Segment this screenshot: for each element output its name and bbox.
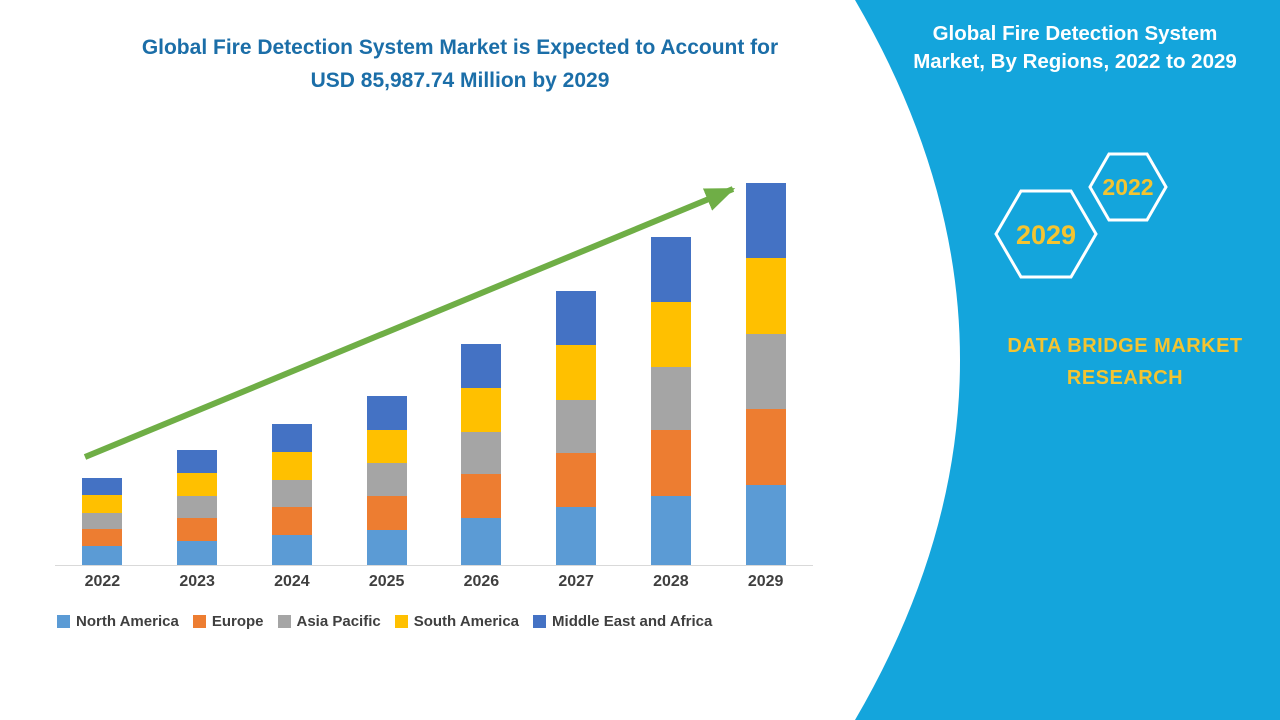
legend-label: South America (413, 613, 520, 630)
x-axis-label: 2026 (463, 573, 500, 590)
bar-segment (366, 495, 407, 530)
stacked-bar-2025 (366, 396, 407, 565)
bar-segment (745, 408, 786, 485)
bar-segment (650, 237, 691, 302)
bar-segment (556, 507, 597, 565)
bar-column (55, 170, 150, 565)
legend-item: North America (57, 613, 179, 630)
right-panel-title: Global Fire Detection System Market, By … (885, 20, 1265, 77)
bar-segment (82, 546, 123, 565)
bar-column (339, 170, 434, 565)
stacked-bar-2026 (461, 344, 502, 565)
chart-title: Global Fire Detection System Market is E… (60, 32, 860, 97)
legend-item: South America (394, 613, 520, 630)
bar-segment (366, 529, 407, 565)
bar-segment (461, 387, 502, 432)
bar-segment (461, 518, 502, 565)
bar-segment (650, 430, 691, 496)
right-panel-title-line2: Market, By Regions, 2022 to 2029 (913, 50, 1237, 74)
bar-column (624, 170, 719, 565)
legend-item: Asia Pacific (277, 613, 381, 630)
bar-segment (366, 396, 407, 430)
bar-segment (82, 495, 123, 513)
x-axis-label: 2029 (747, 573, 784, 590)
legend: North America Europe Asia Pacific South Ame… (57, 613, 712, 630)
bar-segment (177, 495, 218, 518)
bar-segment (745, 334, 786, 409)
bar-segment (650, 366, 691, 431)
bar-segment (366, 429, 407, 464)
stacked-bar-2022 (82, 478, 123, 565)
x-axis-label: 2024 (274, 573, 310, 590)
stacked-bar-2028 (650, 237, 691, 565)
legend-item: Middle East and Africa (533, 613, 712, 630)
x-axis-label: 2027 (558, 573, 594, 590)
bar-column (434, 170, 529, 565)
hexagon-2029 (994, 189, 1098, 279)
bar-segment (177, 540, 218, 565)
bar-segment (556, 290, 597, 346)
stacked-bar-2027 (556, 290, 597, 565)
bar-segment (177, 449, 218, 473)
brand-text-line2: RESEARCH (1066, 367, 1184, 389)
bar-segment (177, 517, 218, 541)
bar-segment (556, 345, 597, 400)
brand-text-line1: DATA BRIDGE MARKET (1007, 335, 1243, 357)
bar-segment (745, 182, 786, 259)
x-axis-label: 2025 (368, 573, 405, 590)
bar-segment (271, 424, 312, 453)
bar-segment (461, 474, 502, 519)
legend-label: Middle East and Africa (552, 613, 713, 630)
bar-column (150, 170, 245, 565)
bar-segment (461, 431, 502, 475)
hexagon-badges: 2022 2029 (994, 152, 1168, 279)
hexagon-2022 (1088, 152, 1168, 222)
bar-segment (82, 478, 123, 496)
stacked-bar-2024 (271, 424, 312, 565)
bar-segment (271, 480, 312, 508)
legend-swatch (394, 615, 408, 628)
stacked-bar-chart: 2022 2023 2024 2025 2026 2027 2028 2029 North A… (55, 170, 813, 670)
bar-column (245, 170, 340, 565)
right-panel-title-line1: Global Fire Detection System (932, 22, 1218, 45)
hexagon-2022-label: 2022 (1102, 174, 1153, 200)
stacked-bar-2029 (745, 182, 786, 565)
bar-segment (366, 463, 407, 496)
hexagon-2029-label: 2029 (1016, 220, 1076, 250)
legend-swatch (277, 615, 291, 628)
legend-label: North America (76, 613, 179, 630)
stacked-bar-2023 (177, 449, 218, 565)
bar-segment (271, 507, 312, 536)
bar-column (529, 170, 624, 565)
bar-segment (177, 472, 218, 496)
legend-swatch (192, 615, 206, 628)
bar-segment (556, 399, 597, 453)
bar-segment (556, 452, 597, 508)
x-axis-label: 2028 (653, 573, 689, 590)
brand-text: DATA BRIDGE MARKET RESEARCH (975, 330, 1275, 394)
x-axis-label: 2023 (179, 573, 215, 590)
bar-segment (271, 452, 312, 481)
bar-segment (461, 344, 502, 388)
bar-segment (82, 529, 123, 547)
legend-label: Europe (211, 613, 264, 630)
bars-area (55, 170, 813, 565)
chart-title-line2: USD 85,987.74 Million by 2029 (310, 68, 610, 92)
bar-segment (650, 301, 691, 367)
legend-swatch (57, 615, 70, 628)
bar-segment (745, 484, 786, 565)
bar-segment (650, 495, 691, 565)
legend-item: Europe (192, 613, 264, 630)
x-axis-labels: 2022 2023 2024 2025 2026 2027 2028 2029 (55, 573, 813, 591)
chart-title-line1: Global Fire Detection System Market is E… (141, 36, 779, 59)
bar-segment (82, 512, 123, 530)
bar-column (718, 170, 813, 565)
bar-segment (271, 535, 312, 565)
bar-segment (745, 258, 786, 335)
x-axis-line (55, 565, 813, 566)
legend-label: Asia Pacific (296, 613, 381, 630)
legend-swatch (533, 615, 547, 628)
x-axis-label: 2022 (84, 573, 121, 590)
